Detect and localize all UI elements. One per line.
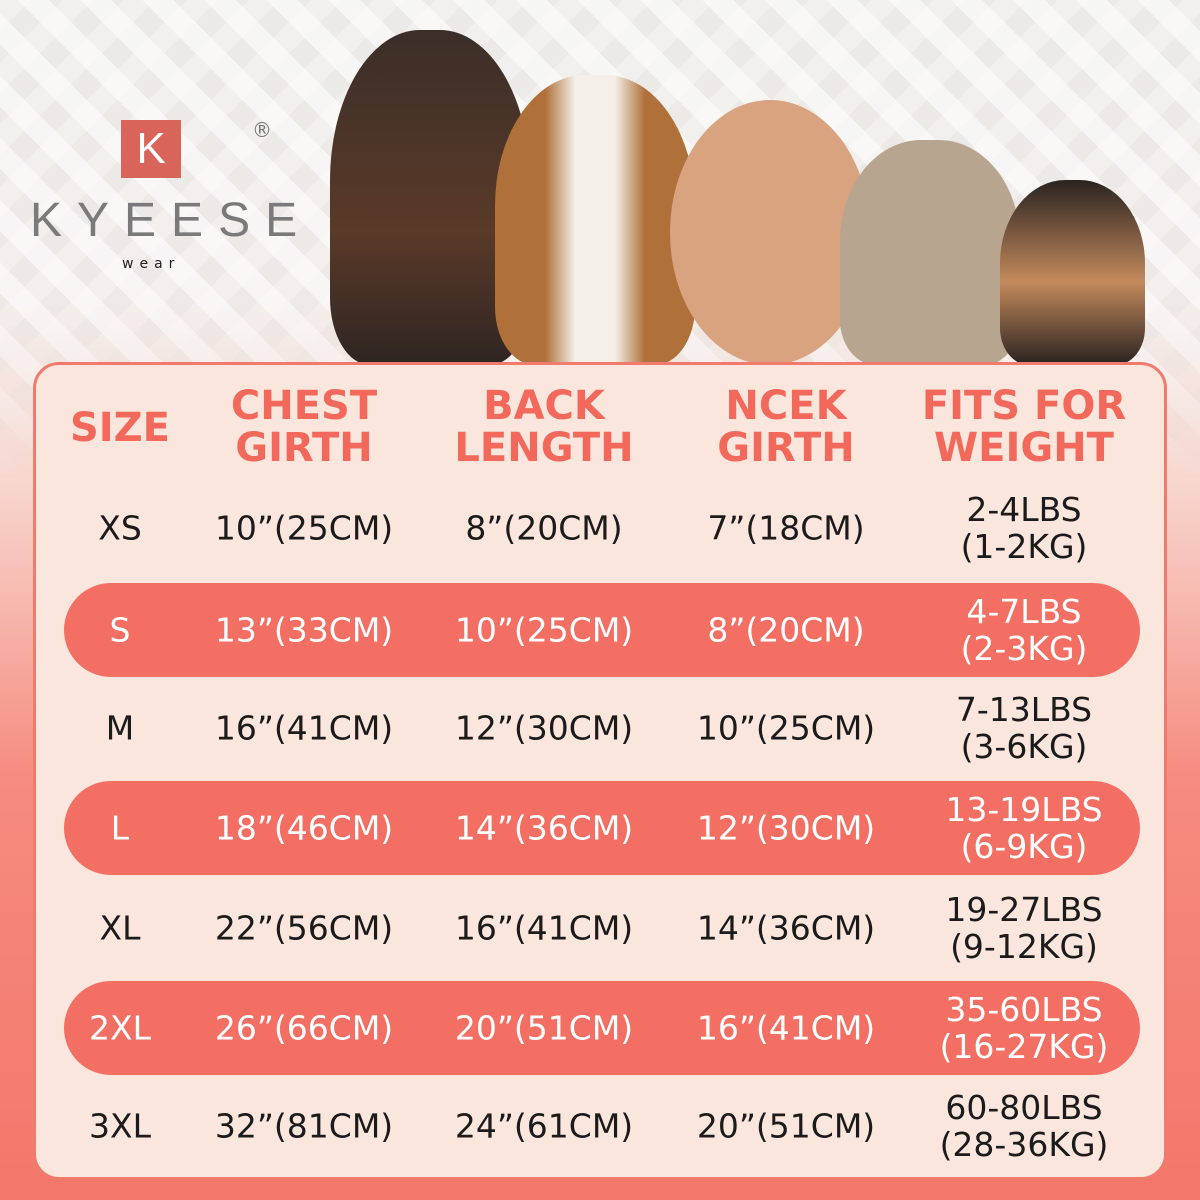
- back-cell: 10”(25CM): [454, 610, 634, 650]
- chihuahua-image: [1000, 180, 1145, 365]
- size-cell: XS: [98, 508, 142, 548]
- size-cell: S: [109, 610, 131, 650]
- header-size: SIZE: [69, 405, 171, 451]
- weight-cell: 13-19LBS (6-9KG): [894, 791, 1154, 865]
- back-cell: 16”(41CM): [454, 908, 634, 948]
- weight-cell: 4-7LBS (2-3KG): [894, 593, 1154, 667]
- neck-cell: 20”(51CM): [696, 1106, 876, 1146]
- header-weight: FITS FOR WEIGHT: [921, 383, 1127, 471]
- back-cell: 8”(20CM): [465, 508, 623, 548]
- header-back-length: BACK LENGTH: [454, 383, 634, 471]
- brand-name: KYEESE: [30, 194, 313, 247]
- poodle-image: [670, 100, 870, 365]
- weight-kg: (9-12KG): [950, 927, 1098, 966]
- chest-cell: 16”(41CM): [214, 708, 394, 748]
- dogs-photo: [310, 20, 1160, 365]
- weight-cell: 35-60LBS (16-27KG): [894, 991, 1154, 1065]
- neck-cell: 12”(30CM): [696, 808, 876, 848]
- chest-cell: 13”(33CM): [214, 610, 394, 650]
- neck-cell: 8”(20CM): [707, 610, 865, 650]
- back-cell: 24”(61CM): [454, 1106, 634, 1146]
- size-cell: XL: [99, 908, 141, 948]
- weight-kg: (16-27KG): [939, 1027, 1109, 1066]
- brand-logo: K ® KYEESE wear: [30, 118, 297, 278]
- weight-lbs: 35-60LBS: [945, 990, 1103, 1029]
- chest-cell: 26”(66CM): [214, 1008, 394, 1048]
- neck-cell: 10”(25CM): [696, 708, 876, 748]
- weight-lbs: 4-7LBS: [966, 592, 1082, 631]
- row-highlight: [64, 583, 1140, 677]
- weight-kg: (28-36KG): [939, 1125, 1109, 1164]
- weight-lbs: 19-27LBS: [945, 890, 1103, 929]
- chest-cell: 18”(46CM): [214, 808, 394, 848]
- size-cell: L: [110, 808, 130, 848]
- chest-cell: 22”(56CM): [214, 908, 394, 948]
- size-chart-table: SIZE CHEST GIRTH BACK LENGTH NCEK GIRTH …: [33, 362, 1167, 1180]
- registered-mark: ®: [252, 118, 272, 142]
- back-cell: 14”(36CM): [454, 808, 634, 848]
- row-highlight: [64, 781, 1140, 875]
- weight-cell: 19-27LBS (9-12KG): [894, 891, 1154, 965]
- terrier-image: [840, 140, 1020, 365]
- weight-kg: (6-9KG): [960, 827, 1088, 866]
- weight-lbs: 7-13LBS: [955, 690, 1093, 729]
- header-chest-girth: CHEST GIRTH: [230, 383, 378, 471]
- size-cell: M: [105, 708, 135, 748]
- weight-cell: 7-13LBS (3-6KG): [894, 691, 1154, 765]
- row-highlight: [64, 981, 1140, 1075]
- size-cell: 2XL: [89, 1008, 151, 1048]
- header-neck-girth: NCEK GIRTH: [717, 383, 855, 471]
- beagle-image: [495, 75, 695, 365]
- weight-cell: 60-80LBS (28-36KG): [894, 1089, 1154, 1163]
- brand-sub: wear: [122, 256, 181, 272]
- weight-lbs: 2-4LBS: [966, 490, 1082, 529]
- size-cell: 3XL: [89, 1106, 151, 1146]
- weight-kg: (1-2KG): [960, 527, 1088, 566]
- logo-k-mark: K: [121, 120, 181, 178]
- weight-lbs: 13-19LBS: [945, 790, 1103, 829]
- neck-cell: 7”(18CM): [707, 508, 865, 548]
- back-cell: 20”(51CM): [454, 1008, 634, 1048]
- weight-kg: (3-6KG): [960, 727, 1088, 766]
- chest-cell: 32”(81CM): [214, 1106, 394, 1146]
- weight-kg: (2-3KG): [960, 629, 1088, 668]
- back-cell: 12”(30CM): [454, 708, 634, 748]
- neck-cell: 16”(41CM): [696, 1008, 876, 1048]
- neck-cell: 14”(36CM): [696, 908, 876, 948]
- weight-lbs: 60-80LBS: [945, 1088, 1103, 1127]
- chest-cell: 10”(25CM): [214, 508, 394, 548]
- weight-cell: 2-4LBS (1-2KG): [894, 491, 1154, 565]
